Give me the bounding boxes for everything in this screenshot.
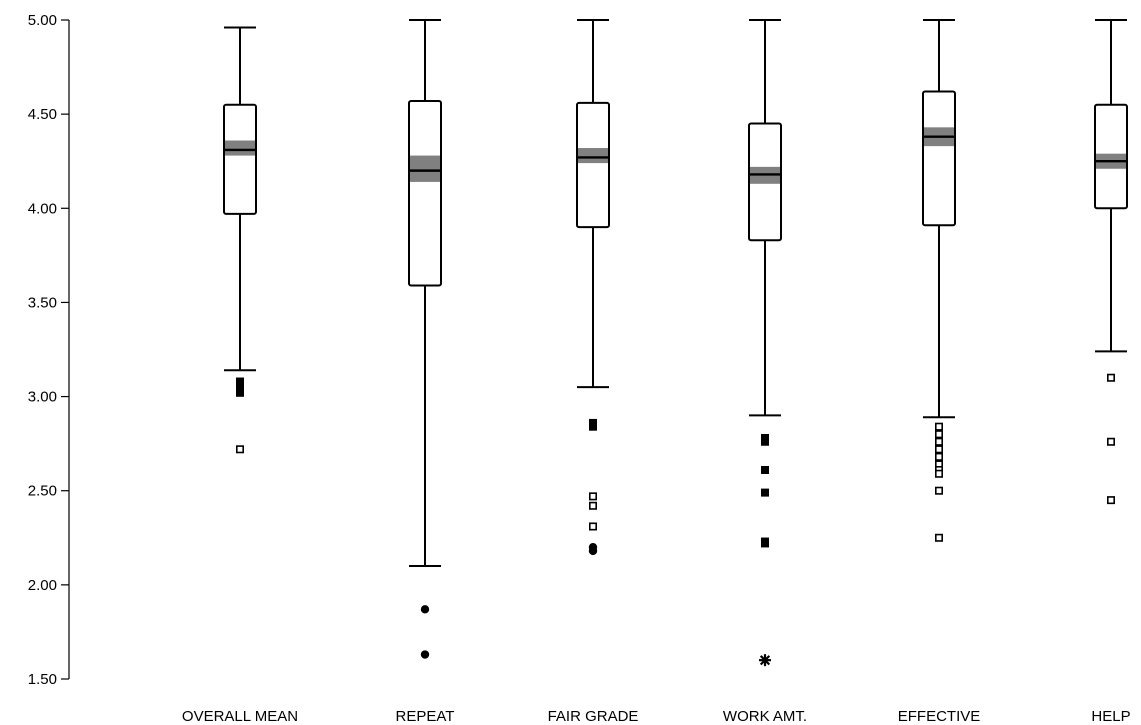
outlier-point (420, 605, 430, 614)
outlier-point (761, 488, 769, 497)
outlier-point (934, 452, 943, 461)
box-help (1094, 19, 1128, 505)
iqr-box (922, 90, 956, 227)
y-tick-label: 4.50 (28, 106, 57, 123)
category-label: EFFECTIVE (898, 708, 981, 725)
outlier-point (934, 430, 943, 439)
median-ci-band (225, 140, 255, 156)
y-tick-label: 4.00 (28, 200, 57, 217)
category-label: HELP (1091, 708, 1130, 725)
outlier-point (934, 469, 943, 478)
y-tick-label: 2.00 (28, 577, 57, 594)
median-ci-band (410, 155, 440, 182)
median-ci-band (578, 148, 608, 164)
box-series (223, 19, 1128, 667)
outlier-point (236, 445, 245, 454)
y-tick-label: 3.00 (28, 389, 57, 406)
outlier-point (761, 437, 769, 446)
extreme-outlier-point (759, 654, 771, 667)
category-label: REPEAT (396, 708, 455, 725)
box-overall-mean (223, 26, 257, 454)
iqr-box (408, 99, 442, 287)
iqr-box (223, 103, 257, 215)
outlier-point (934, 422, 943, 431)
y-axis: 1.50 2.00 2.50 3.00 3.50 4.00 4.50 5.00 (28, 12, 70, 688)
y-tick-label: 3.50 (28, 294, 57, 311)
outlier-point (588, 522, 597, 531)
outlier-point (934, 533, 943, 542)
star-stroke (759, 655, 771, 666)
outlier-point (588, 492, 597, 501)
outlier-point (1107, 496, 1116, 505)
y-tick-label: 1.50 (28, 671, 57, 688)
box-repeat (408, 19, 442, 659)
category-labels: OVERALL MEAN REPEAT FAIR GRADE WORK AMT. EFF… (182, 708, 1131, 725)
outlier-point (1107, 437, 1116, 446)
category-label: OVERALL MEAN (182, 708, 298, 725)
outlier-point (588, 546, 598, 556)
outlier-point (761, 466, 769, 475)
category-label: FAIR GRADE (548, 708, 639, 725)
outlier-point (236, 388, 244, 397)
box-work-amt (748, 19, 782, 667)
outlier-point (934, 486, 943, 495)
box-fair-grade (576, 19, 610, 556)
outlier-point (761, 539, 769, 548)
outlier-point (934, 445, 943, 454)
category-label: WORK AMT. (723, 708, 807, 725)
iqr-box (576, 101, 610, 229)
outlier-point (588, 501, 597, 510)
y-tick-label: 5.00 (28, 12, 57, 29)
y-tick-label: 2.50 (28, 483, 57, 500)
outlier-point (934, 437, 943, 446)
box-effective (922, 19, 956, 542)
outlier-point (589, 422, 597, 431)
outlier-point (1107, 373, 1116, 382)
outlier-point (420, 650, 430, 659)
